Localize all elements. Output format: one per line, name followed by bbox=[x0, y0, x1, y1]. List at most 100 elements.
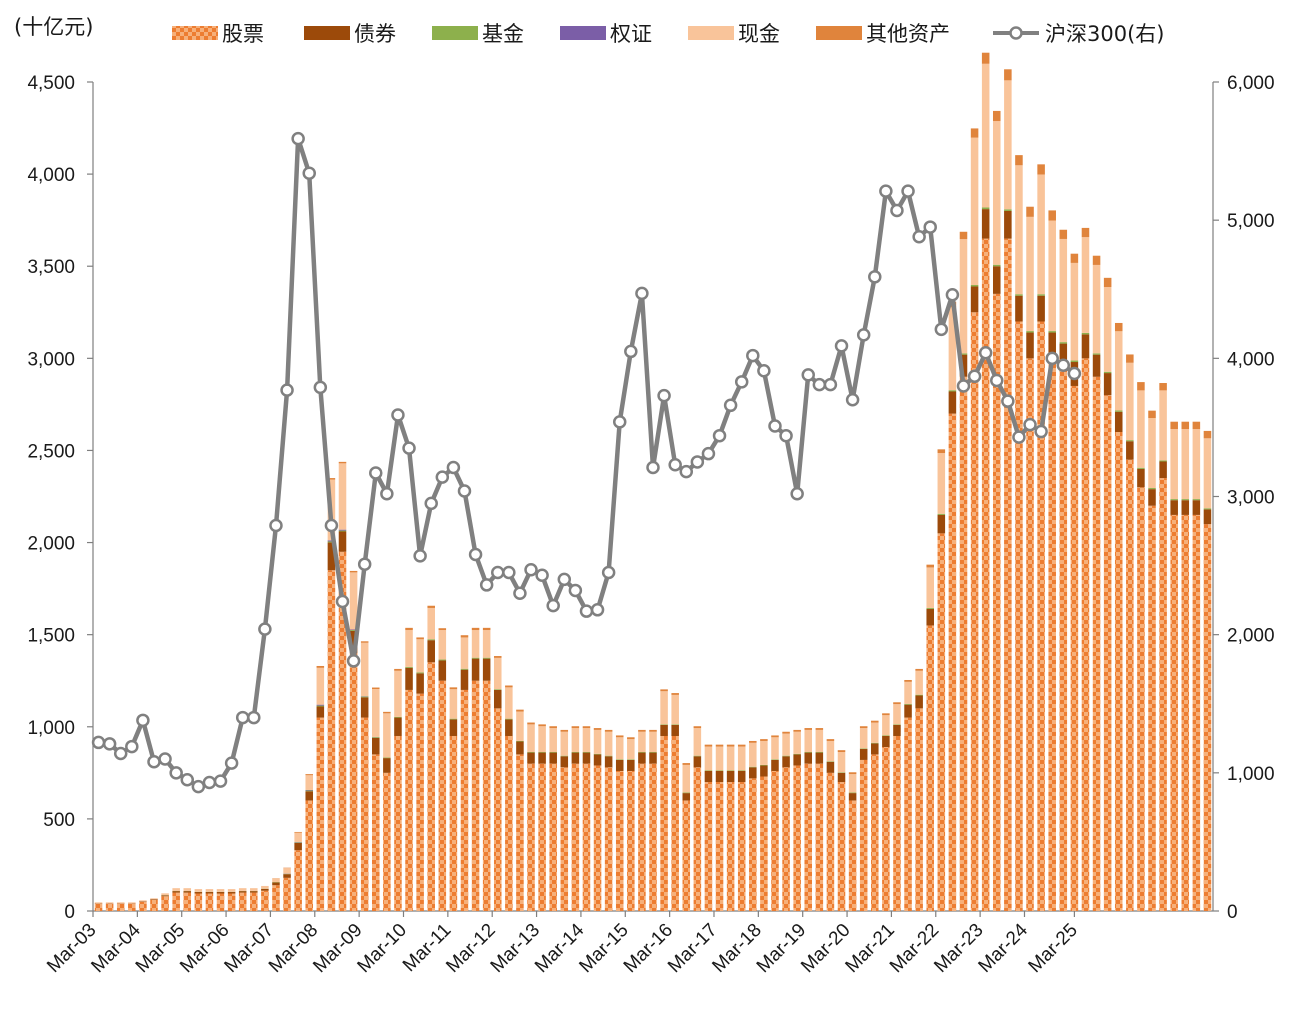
cash-bar-segment bbox=[981, 63, 990, 208]
fund-bar-segment bbox=[959, 353, 968, 355]
bond-bar-segment bbox=[549, 752, 557, 764]
hs300-point bbox=[446, 460, 461, 475]
other-bar-segment bbox=[915, 668, 923, 671]
stock-bar-segment bbox=[360, 717, 369, 911]
bond-bar-segment bbox=[294, 842, 302, 851]
hs300-point bbox=[890, 203, 904, 218]
hs300-point bbox=[213, 774, 228, 788]
bond-bar-segment bbox=[383, 758, 391, 773]
legend-label: 股票 bbox=[222, 22, 264, 46]
stock-bar-segment bbox=[782, 767, 790, 911]
bond-bar-segment bbox=[394, 717, 402, 736]
bond-bar-segment bbox=[1092, 354, 1101, 377]
bond-bar-segment bbox=[882, 735, 890, 748]
other-bar-segment bbox=[438, 628, 447, 631]
other-bar-segment bbox=[471, 627, 480, 631]
hs300-point bbox=[690, 455, 705, 469]
fund-bar-segment bbox=[538, 752, 546, 753]
other-bar-segment bbox=[383, 711, 391, 714]
cash-bar-segment bbox=[150, 898, 158, 900]
cash-bar-segment bbox=[505, 687, 513, 719]
bond-bar-segment bbox=[793, 754, 801, 766]
x-axis-tick-labels: Mar-03Mar-04Mar-05Mar-06Mar-07Mar-08Mar-… bbox=[43, 919, 1082, 977]
hs300-point bbox=[1012, 430, 1026, 444]
stock-bar-segment bbox=[959, 376, 968, 911]
other-bar-segment bbox=[638, 729, 646, 732]
cash-bar-segment bbox=[771, 737, 779, 760]
hs300-point bbox=[169, 766, 183, 780]
hs300-point bbox=[235, 710, 250, 725]
hs300-point bbox=[934, 322, 949, 337]
fund-bar-segment bbox=[1148, 488, 1156, 490]
other-bar-segment bbox=[1103, 277, 1112, 288]
fund-bar-segment bbox=[1192, 499, 1201, 501]
cash-bar-segment bbox=[1192, 429, 1201, 500]
stock-bar-segment bbox=[161, 896, 169, 911]
bond-bar-segment bbox=[859, 748, 868, 760]
other-bar-segment bbox=[1092, 255, 1101, 265]
cash-bar-segment bbox=[915, 670, 923, 695]
legend-swatch bbox=[816, 26, 862, 40]
other-bar-segment bbox=[1137, 382, 1145, 391]
fund-bar-segment bbox=[826, 761, 835, 762]
fund-bar-segment bbox=[937, 513, 946, 515]
fund-bar-segment bbox=[560, 755, 569, 757]
hs300-point bbox=[180, 772, 195, 787]
other-bar-segment bbox=[571, 726, 580, 729]
other-bar-segment bbox=[693, 726, 702, 729]
cash-bar-segment bbox=[737, 746, 746, 771]
x-tick-label: Mar-18 bbox=[708, 920, 765, 977]
stock-bar-segment bbox=[726, 782, 735, 911]
stock-bar-segment bbox=[970, 312, 979, 911]
cash-bar-segment bbox=[438, 630, 447, 660]
left-y-axis-tick-labels: 0 500 1,000 1,500 2,000 2,500 3,000 3,500 4,000 4… bbox=[27, 73, 75, 923]
stock-bar-segment bbox=[294, 850, 302, 911]
bond-bar-segment bbox=[560, 756, 569, 768]
bond-bar-segment bbox=[1148, 489, 1156, 506]
stock-bar-segment bbox=[482, 680, 491, 911]
cash-bar-segment bbox=[1126, 362, 1134, 441]
bond-bar-segment bbox=[493, 689, 502, 709]
other-bar-segment bbox=[1004, 69, 1012, 81]
warrant-bar-segment bbox=[305, 789, 314, 791]
x-tick-label: Mar-04 bbox=[87, 919, 145, 977]
cash-bar-segment bbox=[649, 731, 657, 753]
fund-bar-segment bbox=[549, 752, 557, 753]
other-bar-segment bbox=[826, 739, 835, 741]
bond-bar-segment bbox=[183, 891, 192, 893]
bond-bar-segment bbox=[948, 391, 957, 414]
hs300-point bbox=[313, 380, 328, 395]
hs300-point bbox=[701, 446, 716, 461]
cash-bar-segment bbox=[1070, 262, 1079, 361]
stock-bar-segment bbox=[571, 763, 580, 911]
other-bar-segment bbox=[871, 720, 879, 723]
x-tick-label: Mar-20 bbox=[797, 920, 854, 977]
hs300-point bbox=[601, 565, 616, 580]
legend-swatch bbox=[304, 26, 350, 40]
other-bar-segment bbox=[737, 744, 746, 747]
cash-bar-segment bbox=[582, 728, 591, 753]
hs300-point bbox=[524, 562, 538, 577]
bond-bar-segment bbox=[227, 892, 236, 894]
stock-bar-segment bbox=[948, 413, 957, 911]
right-y-tick-label: 4,000 bbox=[1227, 349, 1275, 370]
stock-bar-segment bbox=[1004, 238, 1012, 912]
cash-bar-segment bbox=[1037, 174, 1045, 295]
bond-bar-segment bbox=[615, 759, 624, 771]
stock-bar-segment bbox=[638, 763, 646, 911]
hs300-point bbox=[746, 348, 760, 363]
hs300-point bbox=[1056, 358, 1071, 372]
cash-bar-segment bbox=[360, 642, 369, 697]
bond-bar-segment bbox=[205, 892, 214, 894]
legend-item-other: 其他资产 bbox=[816, 22, 950, 46]
cash-bar-segment bbox=[128, 902, 136, 904]
x-tick-label: Mar-15 bbox=[575, 920, 632, 977]
cash-bar-segment bbox=[527, 724, 535, 753]
other-bar-segment bbox=[593, 728, 602, 730]
other-bar-segment bbox=[360, 641, 369, 643]
stock-bar-segment bbox=[837, 782, 846, 911]
left-y-tick-label: 4,000 bbox=[27, 165, 75, 186]
bond-bar-segment bbox=[139, 901, 147, 902]
other-bar-segment bbox=[316, 665, 325, 668]
